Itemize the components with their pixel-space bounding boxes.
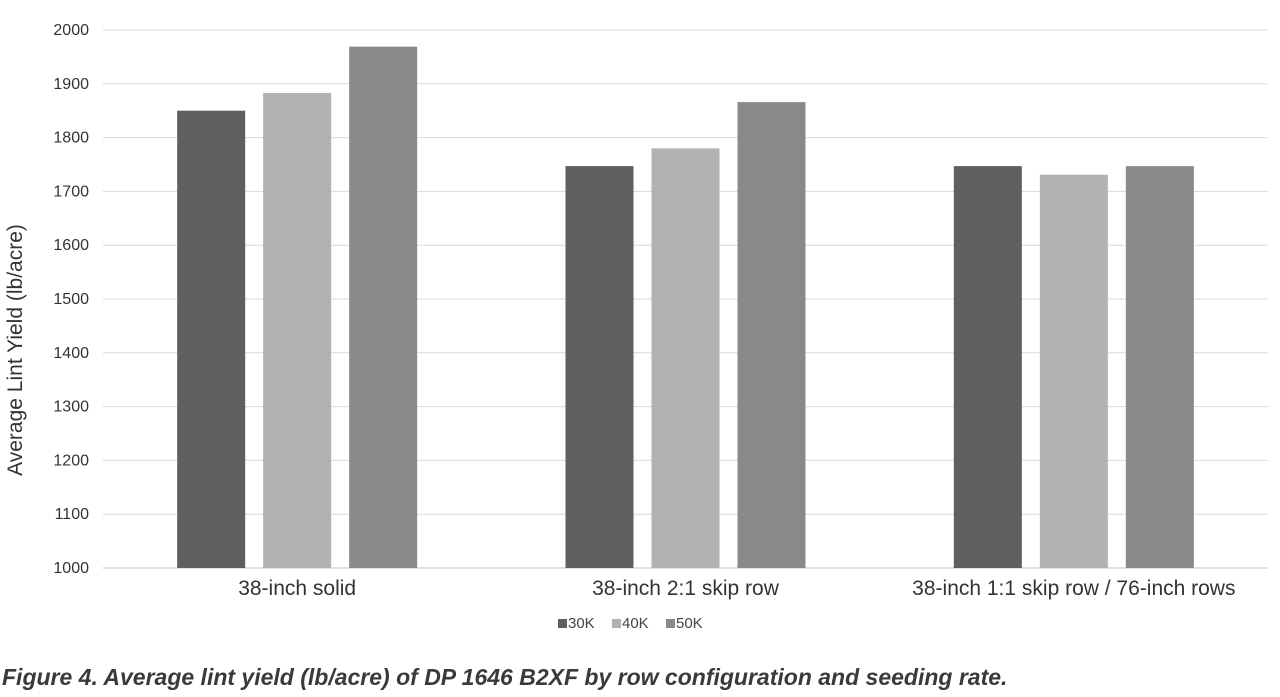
bar: [349, 46, 418, 569]
y-tick-label: 1400: [53, 345, 89, 362]
bar: [1125, 166, 1194, 568]
legend-label: 30K: [568, 615, 595, 632]
y-tick-label: 1800: [53, 130, 89, 147]
y-axis-ticks: 1000 1100 1200 1300 1400 1500 1600 1700 1800 1900…: [53, 22, 89, 577]
x-category-label: 38-inch 2:1 skip row: [592, 577, 780, 600]
legend-swatch: [666, 619, 675, 628]
y-tick-label: 1500: [53, 291, 89, 308]
x-category-label: 38-inch 1:1 skip row / 76-inch rows: [912, 577, 1235, 600]
bar-chart: 1000 1100 1200 1300 1400 1500 1600 1700 1800 1900…: [4, 22, 1268, 632]
y-tick-label: 1300: [53, 399, 89, 416]
figure-caption: Figure 4. Average lint yield (lb/acre) o…: [2, 664, 1008, 690]
bar: [565, 166, 634, 568]
legend-label: 50K: [676, 615, 703, 632]
bar: [263, 92, 332, 569]
y-tick-label: 2000: [53, 22, 89, 39]
y-tick-label: 1000: [53, 560, 89, 577]
y-tick-label: 1700: [53, 183, 89, 200]
legend-label: 40K: [622, 615, 649, 632]
bar: [177, 110, 246, 568]
bar: [651, 148, 720, 569]
legend-swatch: [558, 619, 567, 628]
x-axis-categories: 38-inch solid 38-inch 2:1 skip row 38-inch…: [238, 577, 1235, 600]
x-category-label: 38-inch solid: [238, 577, 356, 600]
bars: [177, 46, 1194, 569]
bar: [1039, 174, 1108, 569]
bar: [953, 166, 1022, 568]
y-tick-label: 1100: [55, 506, 90, 523]
bar: [737, 102, 806, 568]
y-tick-label: 1900: [53, 76, 89, 93]
y-tick-label: 1200: [53, 452, 89, 469]
legend: 30K 40K 50K: [558, 615, 703, 632]
legend-swatch: [612, 619, 621, 628]
y-axis-label: Average Lint Yield (lb/acre): [4, 224, 27, 476]
y-tick-label: 1600: [53, 237, 89, 254]
